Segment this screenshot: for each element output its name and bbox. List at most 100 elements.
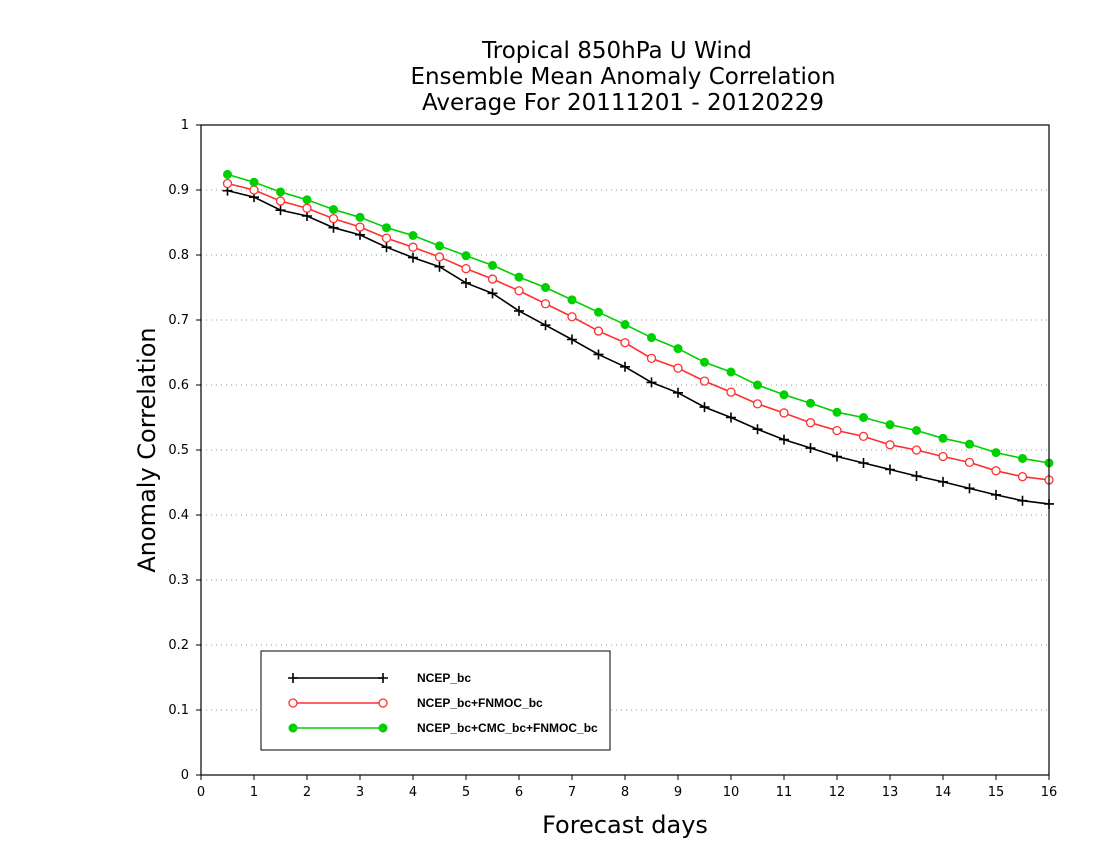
data-point [859,413,868,422]
data-point [540,299,551,309]
data-point [991,466,1001,476]
data-point [911,445,922,455]
x-tick-label: 4 [409,785,417,800]
y-tick-label: 0.4 [168,508,189,523]
chart-title: Tropical 850hPa U Wind [481,38,752,64]
data-point [302,195,312,205]
x-tick-label: 1 [250,785,258,800]
y-tick-label: 0.5 [168,443,189,458]
y-tick-label: 1 [181,118,189,133]
y-tick-label: 0.2 [168,638,189,653]
data-point [965,439,974,449]
data-point [328,213,339,224]
data-point [964,483,975,494]
x-tick-label: 7 [568,785,576,800]
data-point [646,377,657,388]
x-tick-label: 14 [935,785,952,800]
x-tick-label: 9 [674,785,682,800]
y-tick-label: 0.6 [168,378,189,393]
chart-subtitle: Ensemble Mean Anomaly Correlation [410,64,835,90]
x-tick-label: 6 [515,785,523,800]
data-point [726,387,736,397]
data-point [223,169,232,179]
data-point [249,177,259,187]
data-point [593,326,604,336]
data-point [1017,495,1028,506]
legend-box [260,650,611,751]
gridlines [201,189,1049,711]
data-point [805,443,816,454]
y-tick-label: 0.1 [168,703,189,718]
data-point [673,344,683,354]
legend-marker [378,723,388,733]
data-point [302,203,312,213]
series-group [222,169,1054,509]
data-point [434,261,445,272]
legend-marker [288,698,298,708]
data-point [461,263,471,274]
x-tick-label: 3 [356,785,364,800]
legend-marker [378,698,388,708]
series-3 [223,169,1054,468]
y-tick-label: 0.8 [168,248,189,263]
data-point [752,399,763,409]
legend: NCEP_bc NCEP_bc+FNMOC_bc NCEP_bc+CMC_bc+FN… [260,650,611,751]
data-point [541,283,550,292]
data-point [858,458,869,468]
data-point [832,407,842,417]
series-2 [222,178,1054,485]
data-point [620,320,630,330]
legend-marker [378,673,388,683]
data-point [461,277,471,288]
x-tick-label: 8 [621,785,629,800]
data-point [726,367,736,377]
data-point [487,288,498,299]
data-point [646,353,657,364]
data-point [806,398,815,408]
data-point [938,433,948,443]
axis-ticks: 00.10.20.30.40.50.60.70.80.910 1 2 3 4 5 6 7 8 9 1… [168,118,1057,800]
data-point [567,295,577,305]
data-point [514,286,524,296]
data-point [275,205,286,216]
data-point [488,260,497,270]
data-point [938,476,948,487]
data-point [991,448,1001,458]
x-tick-label: 13 [882,785,899,800]
data-point [912,426,921,435]
data-point [620,361,630,372]
x-tick-label: 16 [1041,785,1058,800]
data-point [408,242,418,252]
data-point [276,187,285,197]
series-line [227,173,1050,464]
data-point [779,434,789,445]
data-point [699,376,710,386]
data-point [1018,453,1027,463]
data-point [514,305,524,316]
data-point [805,418,816,428]
data-point [355,222,365,232]
x-tick-label: 12 [829,785,846,800]
data-point [434,252,445,262]
x-tick-label: 11 [776,785,793,800]
data-point [673,363,683,373]
data-point [355,212,365,222]
data-point [567,334,577,345]
data-point [275,196,286,206]
x-tick-label: 2 [303,785,311,800]
data-point [700,357,709,367]
y-tick-label: 0.9 [168,183,189,198]
data-point [328,222,339,233]
y-tick-label: 0.7 [168,313,189,328]
data-point [408,252,418,263]
x-tick-label: 10 [723,785,740,800]
x-tick-label: 0 [197,785,205,800]
data-point [885,440,895,450]
data-point [567,312,577,322]
y-tick-label: 0.3 [168,573,189,588]
data-point [832,451,842,462]
legend-marker [288,723,298,733]
data-point [885,464,895,475]
data-point [620,338,630,348]
